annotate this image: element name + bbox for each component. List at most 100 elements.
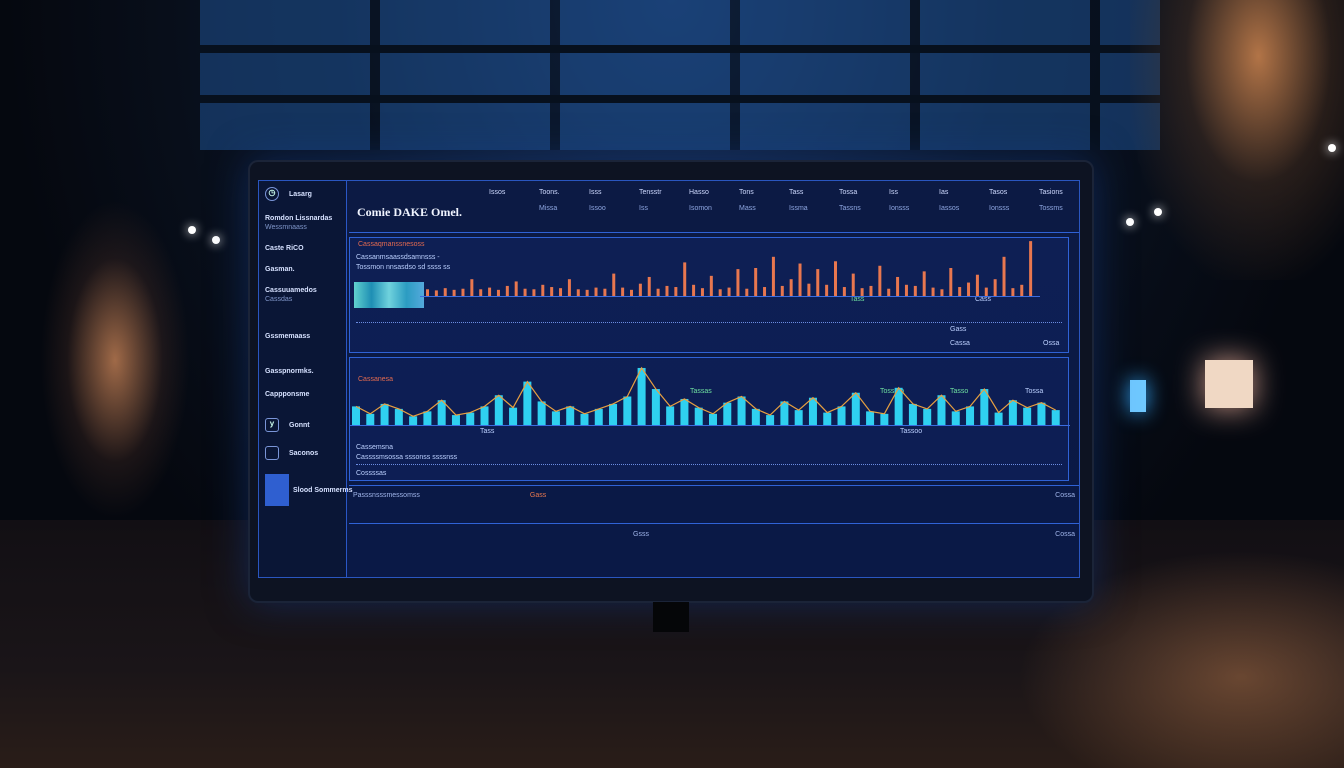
bar [426, 289, 429, 296]
header-item[interactable]: Toons. Missa [539, 189, 560, 212]
header-item[interactable]: Hasso Isomon [689, 189, 712, 212]
legend-swatch [354, 282, 424, 308]
spotlight [1126, 218, 1134, 226]
sidebar-footer-item-active[interactable]: Slood Sommerms [265, 474, 353, 506]
bar [896, 276, 900, 296]
baseline [420, 296, 1040, 297]
header-item[interactable]: Isss Issoo [589, 189, 606, 212]
bar [630, 289, 633, 296]
bar [651, 389, 660, 425]
bar [851, 392, 860, 425]
spotlight [1154, 208, 1162, 216]
chart-label: Tasso [950, 388, 969, 395]
sidebar-item[interactable]: Gasman. [265, 266, 295, 273]
sidebar-item[interactable]: Cassuuamedos Cassdas [265, 287, 317, 303]
bar [994, 412, 1003, 425]
bar-chart-2 [352, 366, 1060, 425]
bar [647, 276, 651, 296]
bottom-row[interactable]: Gsss Cossa [349, 523, 1079, 551]
header-item[interactable]: Tasos Ionsss [989, 189, 1010, 212]
gridline [356, 464, 1062, 465]
chart-label: Tossa [1025, 388, 1044, 395]
sidebar-item[interactable]: Romdon Lissnardas Wessmnaass [265, 215, 333, 231]
bar [532, 289, 536, 296]
header-item[interactable]: Iss Ionsss [889, 189, 910, 212]
bar [940, 289, 944, 296]
header-item[interactable]: Ias Iassos [939, 189, 960, 212]
sidebar-logo[interactable]: ◷ Lasarg [265, 187, 340, 201]
bar [823, 412, 832, 425]
bar [509, 407, 518, 425]
header-item[interactable]: Tasions Tossms [1039, 189, 1063, 212]
bar [541, 284, 545, 296]
bar [780, 285, 784, 296]
chart-panel-1: Cassaqmanssnesoss Cassanmsaassdsamnsss -… [349, 237, 1069, 353]
bar [594, 287, 598, 296]
bar [808, 397, 817, 425]
bar [894, 387, 903, 425]
bar [461, 288, 465, 296]
bar [566, 406, 575, 425]
chart-label: Cassa [950, 340, 970, 347]
bar [709, 275, 713, 296]
header-item[interactable]: Tossa Tassns [839, 189, 861, 212]
bar [913, 285, 917, 296]
sidebar-item[interactable]: Cappponsme [265, 391, 310, 398]
chart-label: Tass [850, 296, 865, 303]
sidebar-footer-item[interactable]: y Gonnt [265, 418, 340, 432]
bar [931, 287, 935, 296]
bar [834, 261, 837, 296]
bar [700, 288, 704, 296]
bar [567, 279, 571, 296]
bar [394, 408, 403, 425]
bar [1023, 407, 1032, 425]
bar [851, 273, 855, 296]
bar [727, 287, 731, 296]
ceiling-beam [200, 45, 1160, 53]
bar [1029, 241, 1033, 296]
bar [551, 411, 560, 425]
y-icon: y [265, 418, 279, 432]
panel-title: Cassanesa [358, 376, 394, 383]
bar [380, 403, 389, 425]
panel-text: Cossssas [356, 470, 387, 477]
bar [479, 289, 483, 296]
bar [609, 403, 618, 425]
bar [623, 396, 632, 425]
header-item[interactable]: Tass Issma [789, 189, 808, 212]
bar [1002, 256, 1006, 296]
bar [966, 406, 975, 425]
bar [842, 287, 846, 296]
bar [523, 381, 532, 425]
chart-panel-2: Cassanesa Cassemsna Cassssmsossa sssonss… [349, 357, 1070, 481]
header-item[interactable]: Issos [489, 189, 506, 196]
header-item[interactable]: Tons Mass [739, 189, 756, 212]
sidebar-item[interactable]: Gssmemaass [265, 333, 311, 340]
bar [904, 284, 908, 296]
sidebar-item[interactable]: Gasspnormks. [265, 368, 314, 375]
baseline [350, 425, 1070, 426]
bar [523, 288, 527, 296]
bar [975, 274, 979, 296]
bar [949, 268, 953, 296]
bar [737, 396, 746, 425]
trend-line [355, 366, 1056, 417]
bottom-row[interactable]: Passsnsssmessomss Gass Cossa [349, 485, 1079, 511]
clock-icon: ◷ [265, 187, 279, 201]
bar [1037, 402, 1046, 425]
panel-text: Cassemsna [356, 444, 393, 451]
bar [366, 413, 375, 425]
bar [603, 288, 607, 296]
bar [480, 406, 489, 425]
bar [580, 413, 589, 425]
bar [837, 406, 846, 425]
bar [958, 287, 962, 296]
sidebar-item[interactable]: Caste RiCO [265, 245, 304, 252]
header-item[interactable]: Tensstr Iss [639, 189, 662, 212]
bar [674, 287, 678, 296]
sidebar-footer-item[interactable]: Saconos [265, 446, 340, 460]
bar [488, 287, 492, 296]
ceiling-lights [200, 0, 1160, 150]
chart-label: Ossa [1043, 340, 1060, 347]
window-glow [40, 200, 190, 520]
